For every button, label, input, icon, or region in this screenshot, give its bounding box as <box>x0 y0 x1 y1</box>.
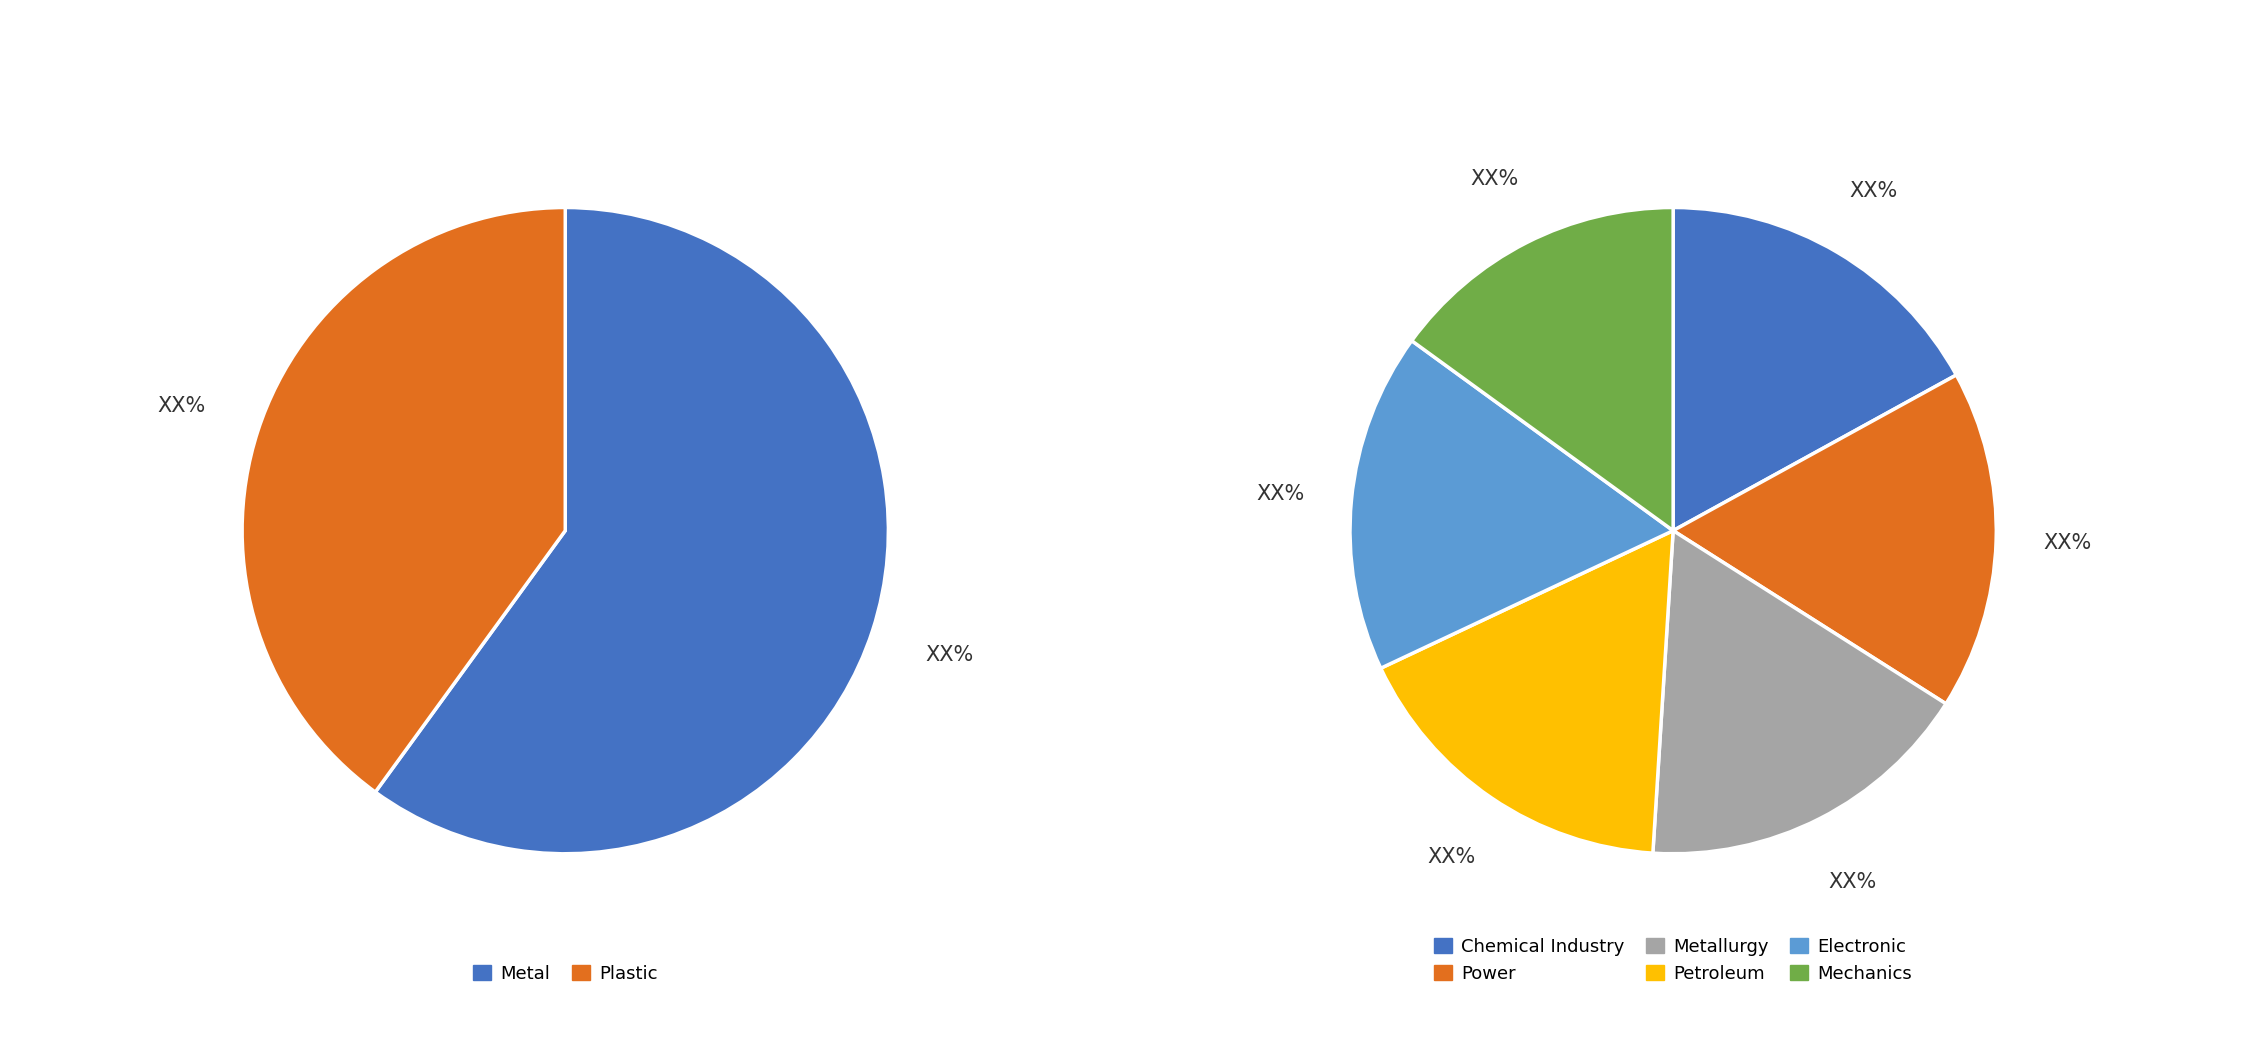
Wedge shape <box>1350 341 1673 668</box>
Wedge shape <box>1673 207 1956 530</box>
Text: XX%: XX% <box>156 396 206 416</box>
Wedge shape <box>375 207 889 853</box>
Legend: Metal, Plastic: Metal, Plastic <box>466 958 665 991</box>
Text: XX%: XX% <box>2044 533 2091 553</box>
Text: XX%: XX% <box>1827 872 1877 892</box>
Wedge shape <box>242 207 565 792</box>
Text: Website: www.theindustrystats.com: Website: www.theindustrystats.com <box>1834 997 2234 1015</box>
Legend: Chemical Industry, Power, Metallurgy, Petroleum, Electronic, Mechanics: Chemical Industry, Power, Metallurgy, Pe… <box>1427 930 1920 991</box>
Text: XX%: XX% <box>1470 169 1519 189</box>
Text: Source: Theindustrystats Analysis: Source: Theindustrystats Analysis <box>27 997 402 1015</box>
Text: Email: sales@theindustrystats.com: Email: sales@theindustrystats.com <box>938 997 1323 1015</box>
Wedge shape <box>1653 530 1947 853</box>
Wedge shape <box>1381 530 1673 853</box>
Wedge shape <box>1411 207 1673 530</box>
Text: XX%: XX% <box>1849 182 1897 202</box>
Text: XX%: XX% <box>925 645 974 665</box>
Text: XX%: XX% <box>1257 484 1305 504</box>
Text: XX%: XX% <box>1427 847 1476 867</box>
Text: Fig. Global Flexible Honeycomb Core Market Share by Product Types & Application: Fig. Global Flexible Honeycomb Core Mark… <box>27 48 1323 75</box>
Wedge shape <box>1673 375 1996 703</box>
